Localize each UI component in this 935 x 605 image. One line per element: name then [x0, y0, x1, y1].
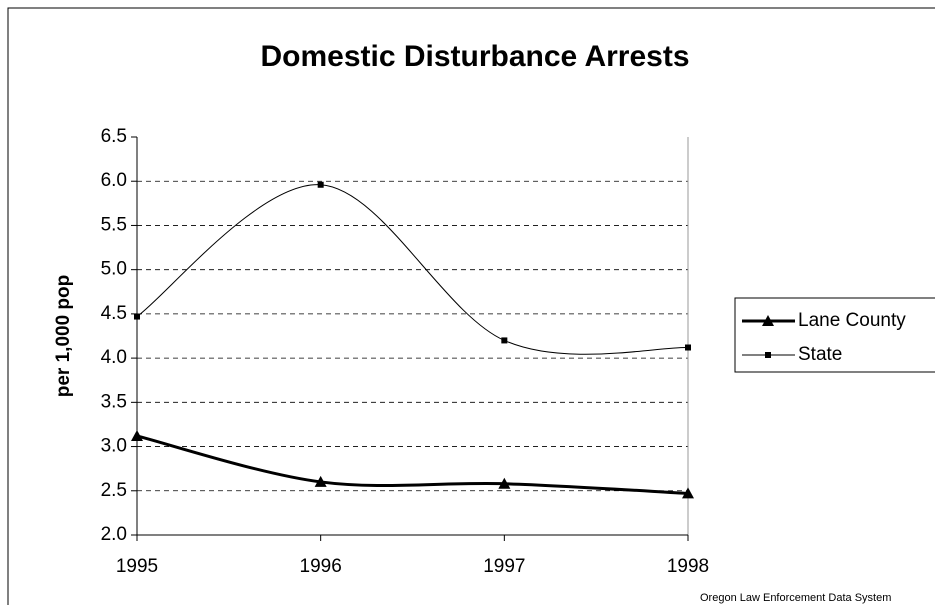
data-point — [682, 487, 694, 499]
x-tick-label: 1996 — [300, 556, 342, 577]
y-tick-label: 4.0 — [101, 347, 127, 368]
series-line — [136, 434, 689, 495]
y-tick-label: 2.5 — [101, 480, 127, 501]
y-tick-label: 2.0 — [101, 524, 127, 545]
y-tick-label: 6.0 — [101, 170, 127, 191]
legend-marker — [762, 315, 774, 326]
data-point — [501, 337, 508, 344]
data-point — [131, 429, 143, 441]
y-axis-label: per 1,000 pop — [53, 275, 74, 398]
y-tick-label: 5.0 — [101, 259, 127, 280]
y-tick-label: 6.5 — [101, 126, 127, 147]
x-tick-label: 1997 — [483, 556, 525, 577]
y-tick-label: 3.0 — [101, 436, 127, 457]
source-note: Oregon Law Enforcement Data System — [700, 592, 891, 604]
legend-marker — [765, 352, 771, 358]
x-tick-label: 1995 — [116, 556, 158, 577]
y-tick-label: 3.5 — [101, 391, 127, 412]
data-point — [317, 181, 324, 188]
legend-label: State — [798, 344, 842, 365]
legend-box — [734, 297, 935, 373]
series-line — [136, 184, 689, 355]
data-point — [134, 313, 140, 320]
chart-title: Domestic Disturbance Arrests — [260, 40, 689, 73]
y-tick-label: 5.5 — [101, 214, 127, 235]
data-point — [498, 477, 511, 489]
legend-label: Lane County — [798, 310, 906, 331]
x-tick-label: 1998 — [667, 556, 709, 577]
y-tick-label: 4.5 — [101, 303, 127, 324]
data-point — [685, 344, 691, 351]
data-point — [314, 475, 327, 487]
